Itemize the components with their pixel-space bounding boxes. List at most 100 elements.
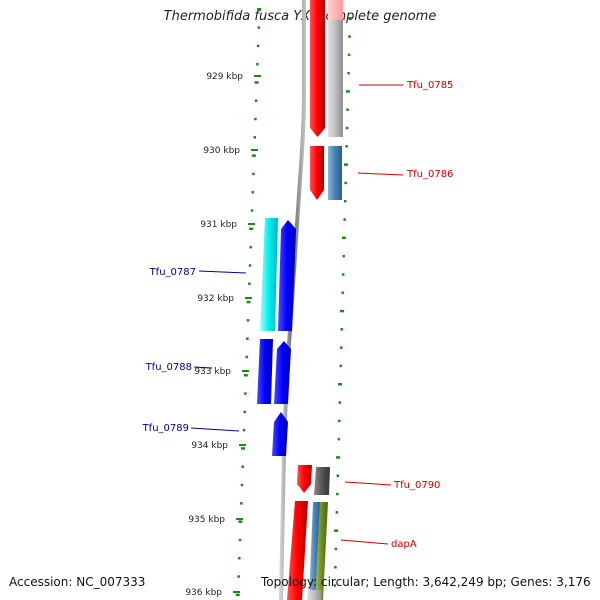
tick-mark-left: [246, 319, 250, 322]
scale-tick: [248, 223, 255, 225]
tick-mark-left: [254, 117, 257, 121]
tick-mark-left: [235, 593, 240, 597]
gene-label-tfu0785[interactable]: Tfu_0785: [406, 80, 453, 91]
tick-mark-right: [337, 437, 341, 441]
summary-text: Topology: circular; Length: 3,642,249 bp…: [261, 575, 591, 589]
scale-tick: [242, 370, 249, 372]
map-title: Thermobifida fusca YX, complete genome: [163, 9, 437, 24]
tick-mark-right: [334, 529, 339, 532]
scale-tick: [245, 297, 252, 299]
leader-line: [357, 172, 404, 176]
gene-label-tfu0790[interactable]: Tfu_0790: [393, 480, 440, 491]
gene-tfu0790-arrow[interactable]: [297, 465, 312, 493]
scale-tick: [233, 591, 240, 593]
scale-label: 936 kbp: [185, 588, 222, 598]
scale-label: 932 kbp: [197, 294, 234, 304]
tick-mark-right: [342, 254, 345, 258]
tick-mark-right: [335, 511, 339, 514]
gene-label-tfu0786[interactable]: Tfu_0786: [406, 169, 453, 180]
tick-mark-left: [256, 44, 260, 48]
tick-mark-right: [345, 90, 350, 93]
tick-mark-left: [243, 374, 248, 377]
tick-mark-right: [347, 53, 351, 57]
gene-tfu0788b-arrow[interactable]: [274, 341, 291, 404]
gene-label-dapa[interactable]: dapA: [391, 539, 417, 550]
gene-tfu0788a-arrow[interactable]: [257, 339, 273, 404]
tick-mark-right: [345, 145, 348, 148]
tick-mark-left: [257, 26, 261, 29]
tick-mark-left: [254, 81, 259, 84]
tick-mark-right: [339, 309, 344, 313]
tick-mark-left: [242, 428, 246, 432]
tick-mark-left: [246, 337, 249, 340]
cog-feature-olive: [315, 502, 328, 600]
tick-mark-left: [241, 465, 244, 468]
tick-mark-right: [336, 474, 340, 477]
gene-tfu0785-arrow[interactable]: [310, 0, 325, 137]
scale-label: 935 kbp: [188, 515, 225, 525]
tick-mark-right: [334, 566, 337, 569]
tick-mark-right: [341, 273, 345, 276]
cog-feature-cyan: [260, 218, 278, 331]
tick-mark-right: [345, 126, 349, 130]
leader-line: [190, 427, 240, 432]
gene-dapa-arrow[interactable]: [287, 501, 308, 600]
tick-mark-right: [346, 108, 349, 111]
label-leaders: [190, 84, 404, 545]
tick-track-right: [333, 17, 352, 587]
leader-line: [193, 366, 213, 369]
tick-mark-right: [343, 218, 346, 221]
leader-line: [340, 539, 389, 545]
tick-mark-right: [336, 456, 341, 459]
tick-mark-right: [338, 401, 342, 404]
tick-mark-left: [249, 245, 252, 249]
tick-mark-left: [251, 154, 256, 157]
gene-tfu0789-arrow[interactable]: [272, 412, 288, 456]
tick-mark-left: [256, 62, 259, 66]
tick-mark-right: [343, 163, 348, 166]
tick-mark-left: [251, 191, 254, 194]
gene-tfu0787-arrow[interactable]: [278, 220, 296, 331]
scale-label: 929 kbp: [206, 72, 243, 82]
tick-mark-right: [343, 200, 347, 203]
tick-mark-left: [252, 172, 255, 176]
tick-mark-left: [240, 502, 243, 505]
cog-feature-steelblue: [328, 146, 342, 200]
tick-mark-right: [341, 291, 344, 294]
cog-feature-grey-2: [307, 590, 322, 600]
tick-mark-left: [249, 227, 254, 231]
gene-tfu0786-arrow[interactable]: [310, 146, 324, 200]
tick-mark-left: [248, 264, 252, 267]
tick-mark-left: [238, 557, 241, 560]
tick-mark-left: [250, 209, 254, 212]
tick-mark-right: [347, 71, 350, 75]
tick-mark-right: [341, 236, 346, 240]
gene-label-tfu0789[interactable]: Tfu_0789: [142, 423, 189, 434]
tick-mark-left: [237, 575, 240, 578]
tick-mark-left: [246, 300, 251, 304]
scale-tick: [236, 518, 243, 520]
tick-mark-right: [347, 17, 352, 20]
scale-label: 930 kbp: [203, 146, 240, 156]
scale-label: 931 kbp: [200, 220, 237, 230]
cog-feature-pink: [328, 0, 343, 20]
tick-mark-right: [336, 492, 339, 496]
gene-label-tfu0788[interactable]: Tfu_0788: [145, 362, 192, 373]
tick-mark-left: [254, 99, 258, 102]
tick-mark-right: [333, 584, 337, 587]
tick-mark-left: [243, 410, 246, 414]
tick-mark-right: [348, 35, 351, 38]
scale-tick: [239, 444, 246, 446]
leader-line: [198, 270, 247, 274]
cog-feature-darkgrey: [314, 467, 330, 495]
tick-mark-left: [257, 8, 262, 11]
tick-track-left: [235, 8, 262, 597]
gene-label-tfu0787[interactable]: Tfu_0787: [149, 267, 196, 278]
gene-labels: Tfu_0785 Tfu_0786 Tfu_0787 Tfu_0788 Tfu_0789…: [142, 80, 454, 550]
tick-mark-left: [248, 282, 251, 285]
tick-mark-left: [245, 355, 248, 359]
tick-mark-right: [344, 181, 347, 185]
tick-mark-left: [253, 136, 257, 139]
